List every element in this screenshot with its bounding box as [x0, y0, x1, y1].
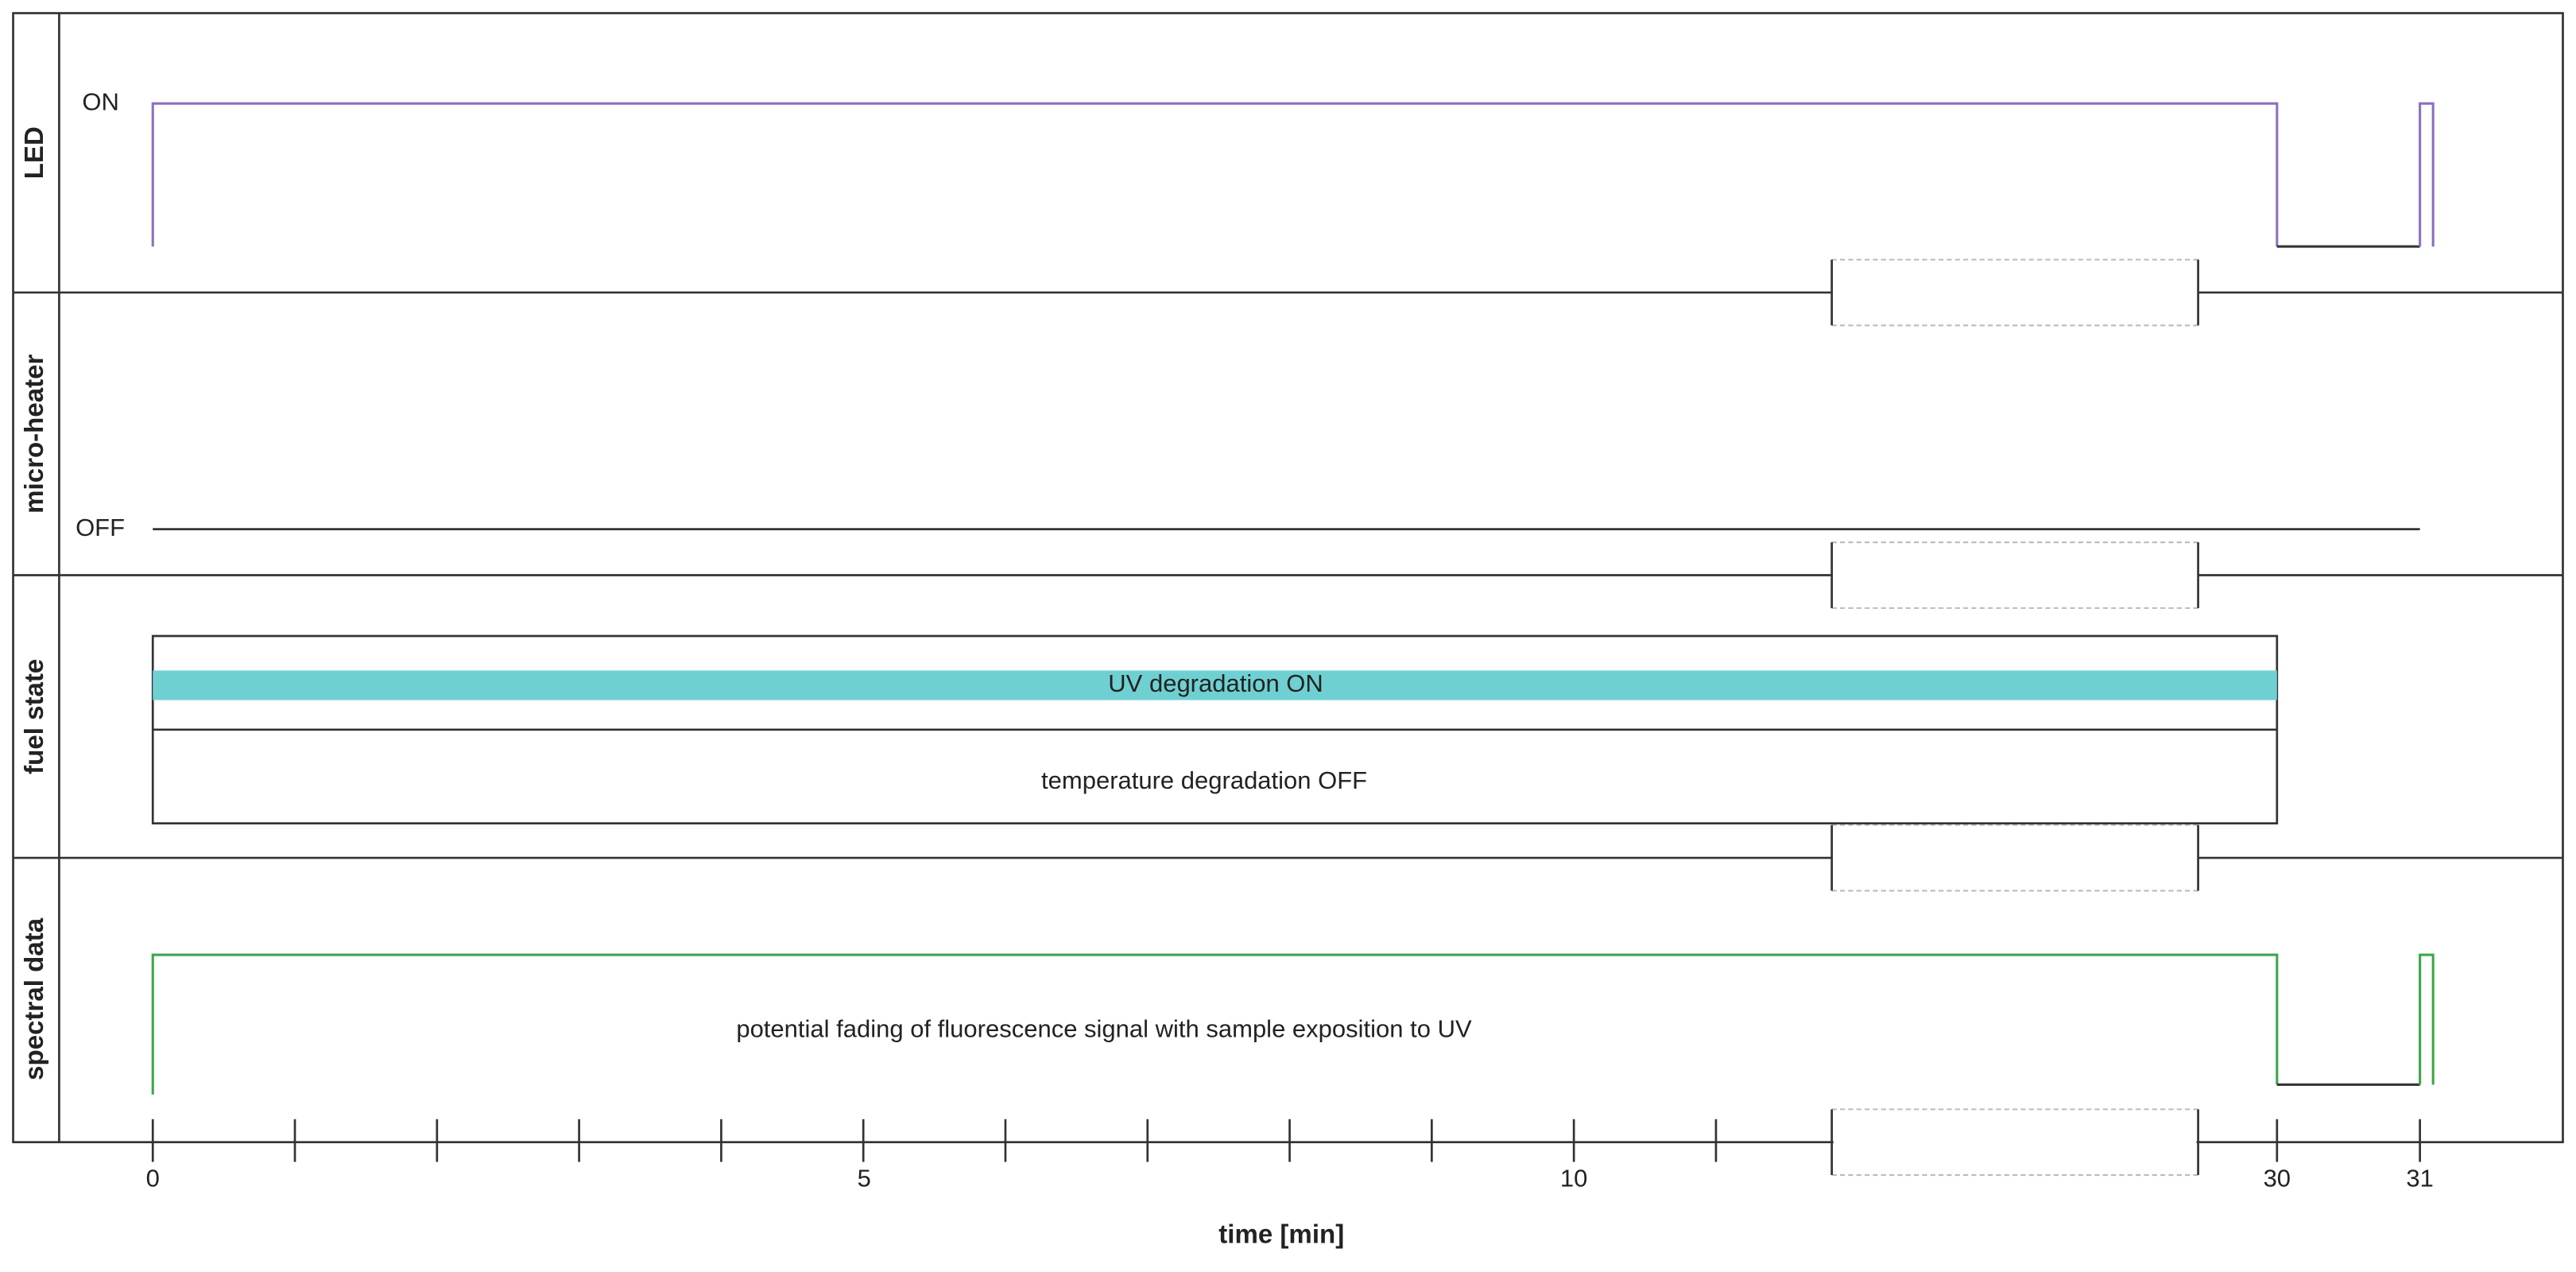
- tick-label: 10: [1560, 1164, 1587, 1192]
- row-label: fuel state: [20, 659, 49, 774]
- temp-label: temperature degradation OFF: [1041, 766, 1367, 794]
- spectral-note: potential fading of fluorescence signal …: [736, 1014, 1472, 1042]
- row-label: LED: [20, 126, 49, 179]
- frame: [12, 12, 2564, 1144]
- spectral-trace: [2419, 953, 2435, 1085]
- break-cover: [1833, 1137, 2197, 1147]
- tick-label: 0: [146, 1164, 160, 1192]
- tick-label: 30: [2264, 1164, 2291, 1192]
- uv-label: UV degradation ON: [1108, 669, 1323, 697]
- tick-label: 31: [2406, 1164, 2433, 1192]
- axis-ticks: [151, 1119, 2421, 1162]
- led-trace: [2419, 102, 2435, 247]
- spectral-trace: [151, 953, 2279, 1095]
- break-cover: [1833, 852, 2197, 863]
- break-cover: [1833, 287, 2197, 298]
- row-label: micro-heater: [20, 354, 49, 513]
- off-label: OFF: [76, 514, 125, 541]
- row-label: spectral data: [20, 917, 49, 1080]
- on-label: ON: [82, 87, 118, 115]
- uv-band: [153, 670, 2277, 700]
- axis-label: time [min]: [1218, 1220, 1344, 1249]
- break-cover: [1833, 570, 2197, 580]
- led-trace: [151, 102, 2279, 247]
- row-separators: [13, 258, 2563, 1177]
- tick-label: 5: [858, 1164, 871, 1192]
